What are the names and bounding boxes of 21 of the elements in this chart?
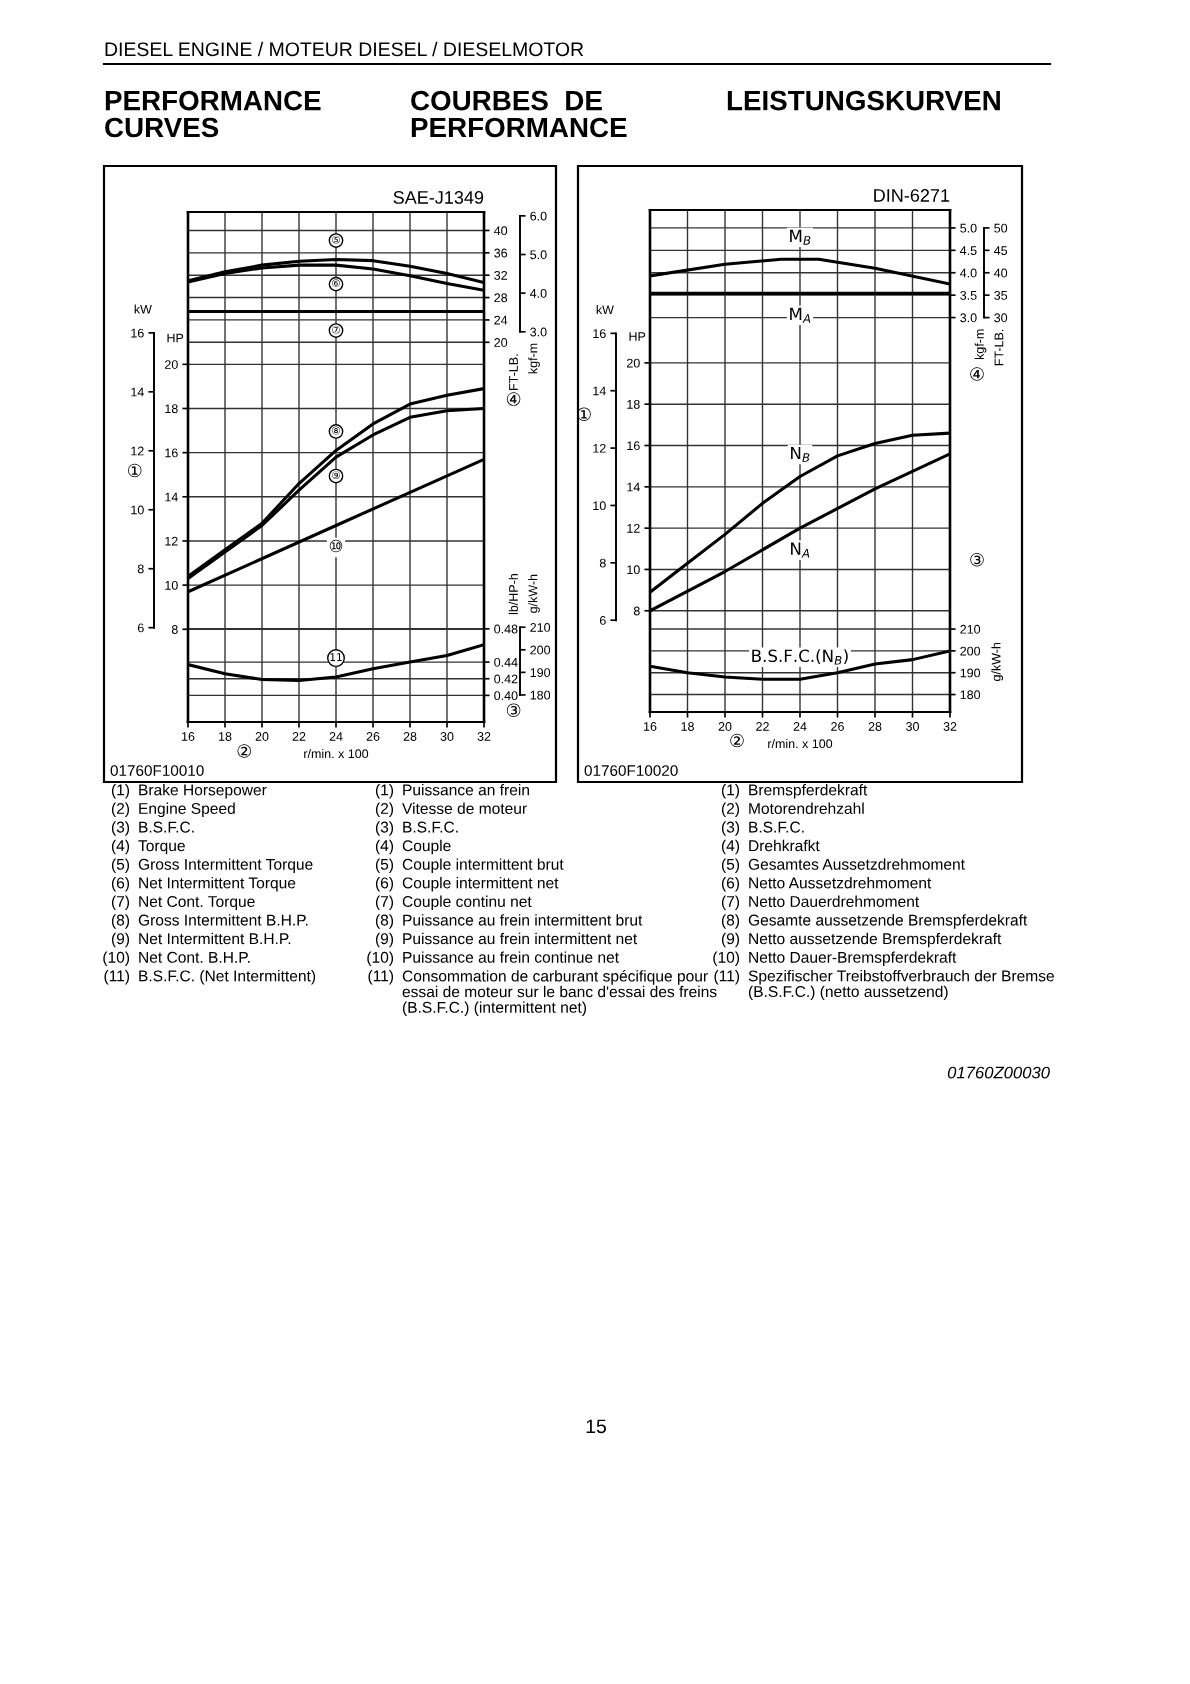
series-label: ⑩: [329, 539, 343, 553]
text: ③: [970, 553, 984, 567]
text: ③: [506, 703, 521, 717]
series-label: N$_{A}$: [791, 542, 810, 558]
series-label: B.S.F.C.(N$_{B}$): [752, 649, 848, 665]
text: LEISTUNGSKURVEN: [727, 90, 1000, 111]
text: ②: [237, 744, 251, 758]
text: 01760Z00030: [947, 1066, 1050, 1079]
text: ①: [127, 463, 142, 478]
series-label: M$_{A}$: [790, 307, 811, 323]
chart-title: DIN-6271: [874, 189, 950, 202]
text: COURBES DE PERFORMANCE: [411, 90, 627, 138]
text: ②: [730, 733, 744, 748]
series-label: M$_{B}$: [790, 229, 811, 245]
text: ④: [970, 367, 984, 381]
chart-title: SAE-J1349: [393, 191, 484, 204]
text: ④: [506, 392, 521, 406]
series-label: N$_{B}$: [791, 446, 810, 462]
text: PERFORMANCE CURVES: [105, 90, 321, 138]
text: 15: [586, 1419, 606, 1434]
text: DIESEL ENGINE / MOTEUR DIESEL / DIESELMOTOR: [105, 41, 584, 57]
